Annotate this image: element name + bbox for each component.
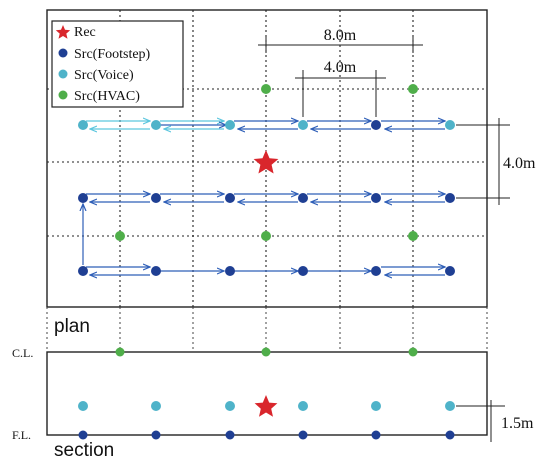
section-footstep-sources (78, 430, 455, 440)
footstep-path-row2 (83, 194, 445, 265)
footstep-path-row1 (160, 121, 445, 129)
footstep-source (225, 193, 235, 203)
hvac-source (261, 84, 271, 94)
voice-source (298, 120, 308, 130)
dimension-4m-vertical-label: 4.0m (503, 155, 536, 172)
footstep-source (371, 120, 381, 130)
legend-label-rec: Rec (74, 25, 96, 40)
hvac-source (115, 231, 125, 241)
dimension-1-5m (456, 400, 505, 442)
footstep-source (445, 266, 455, 276)
grid-extension (46, 307, 488, 350)
footstep-source (298, 193, 308, 203)
section-view: C.L. F.L. (12, 346, 534, 458)
voice-source (151, 401, 161, 411)
voice-source (445, 120, 455, 130)
legend-label-voice: Src(Voice) (74, 68, 134, 83)
hvac-source (261, 231, 271, 241)
footstep-sources (78, 120, 455, 276)
dimension-8m (258, 37, 423, 53)
footstep-source (78, 193, 88, 203)
plan-view: Rec Src(Footstep) Src(Voice) Src(HVAC) 8… (46, 9, 536, 350)
legend-label-footstep: Src(Footstep) (74, 47, 151, 62)
footstep-source (298, 430, 308, 440)
hvac-source (408, 231, 418, 241)
voice-source (225, 401, 235, 411)
dimension-8m-label: 8.0m (324, 27, 357, 44)
section-label: section (54, 440, 114, 458)
section-hvac-sources (115, 347, 418, 357)
footstep-source (445, 193, 455, 203)
dimension-4m-horizontal (295, 70, 386, 117)
footstep-source (225, 430, 235, 440)
footstep-path-row3 (86, 267, 445, 275)
footstep-source (151, 193, 161, 203)
hvac-source (115, 347, 125, 357)
footstep-source (78, 266, 88, 276)
section-voice-sources (78, 401, 455, 411)
voice-source (78, 401, 88, 411)
ceiling-level-label: C.L. (12, 346, 33, 360)
legend-label-hvac: Src(HVAC) (74, 89, 140, 104)
dimension-4m-horizontal-label: 4.0m (324, 59, 357, 76)
dimension-1-5m-label: 1.5m (501, 415, 534, 432)
hvac-source (408, 84, 418, 94)
section-receiver-star-icon (254, 395, 278, 417)
voice-source (225, 120, 235, 130)
voice-source (151, 120, 161, 130)
voice-sources (78, 120, 455, 130)
legend-hvac-dot (58, 90, 68, 100)
footstep-source (151, 266, 161, 276)
hvac-source (408, 347, 418, 357)
hvac-source (261, 347, 271, 357)
voice-source (298, 401, 308, 411)
voice-source (78, 120, 88, 130)
footstep-source (298, 266, 308, 276)
floor-level-label: F.L. (12, 428, 31, 442)
hvac-sources (115, 84, 418, 241)
voice-source (371, 401, 381, 411)
footstep-source (371, 266, 381, 276)
voice-path (86, 121, 224, 129)
legend-footstep-dot (58, 48, 68, 58)
footstep-source (371, 193, 381, 203)
receiver-star-icon (253, 150, 279, 174)
voice-source (445, 401, 455, 411)
legend-voice-dot (58, 69, 68, 79)
plan-label: plan (54, 316, 90, 337)
legend: Rec Src(Footstep) Src(Voice) Src(HVAC) (51, 20, 184, 108)
footstep-source (225, 266, 235, 276)
dimension-4m-vertical (456, 118, 510, 205)
section-frame (46, 351, 488, 436)
legend-star-icon (55, 25, 71, 39)
footstep-source (151, 430, 161, 440)
legend-box (51, 20, 184, 108)
footstep-source (78, 430, 88, 440)
footstep-source (371, 430, 381, 440)
footstep-source (445, 430, 455, 440)
